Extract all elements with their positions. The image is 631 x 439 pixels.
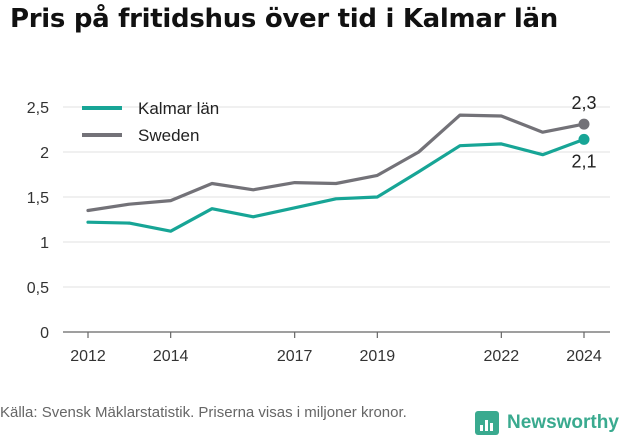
x-tick-label: 2014	[153, 348, 189, 365]
source-note: Källa: Svensk Mäklarstatistik. Priserna …	[0, 404, 407, 421]
end-value-label: 2,1	[571, 151, 596, 171]
x-tick-label: 2017	[277, 348, 313, 365]
legend-label: Sweden	[138, 126, 199, 145]
y-axis-tick-labels: 0 0,5 1 1,5 2 2,5	[27, 100, 49, 342]
x-tick-label: 2024	[566, 348, 602, 365]
line-chart: 0 0,5 1 1,5 2 2,5 2012 2014 2017 2019 2022 2024 2,…	[27, 93, 610, 365]
end-value-label: 2,3	[571, 93, 596, 113]
y-tick-label: 0,5	[27, 280, 49, 297]
y-tick-label: 2	[40, 145, 49, 162]
x-tick-label: 2019	[360, 348, 396, 365]
y-tick-label: 1,5	[27, 190, 49, 207]
series-lines: 2,3 2,1	[86, 93, 597, 233]
y-tick-label: 2,5	[27, 100, 49, 117]
newsworthy-logo: Newsworthy	[475, 408, 619, 438]
newsworthy-chart-icon	[475, 411, 499, 435]
legend-label: Kalmar län	[138, 99, 219, 118]
gridlines	[63, 106, 610, 333]
x-tick-label: 2022	[484, 348, 520, 365]
series-line-kalmar	[86, 137, 586, 233]
end-point-marker	[578, 133, 590, 145]
y-tick-label: 0	[40, 325, 49, 342]
end-point-marker	[578, 118, 590, 130]
x-axis: 2012 2014 2017 2019 2022 2024	[70, 332, 602, 365]
legend: Kalmar län Sweden	[82, 99, 219, 145]
x-tick-label: 2012	[70, 348, 106, 365]
y-tick-label: 1	[40, 235, 49, 252]
chart-title: Pris på fritidshus över tid i Kalmar län	[10, 4, 558, 34]
brand-name: Newsworthy	[507, 412, 619, 433]
series-line-sweden	[86, 113, 586, 213]
